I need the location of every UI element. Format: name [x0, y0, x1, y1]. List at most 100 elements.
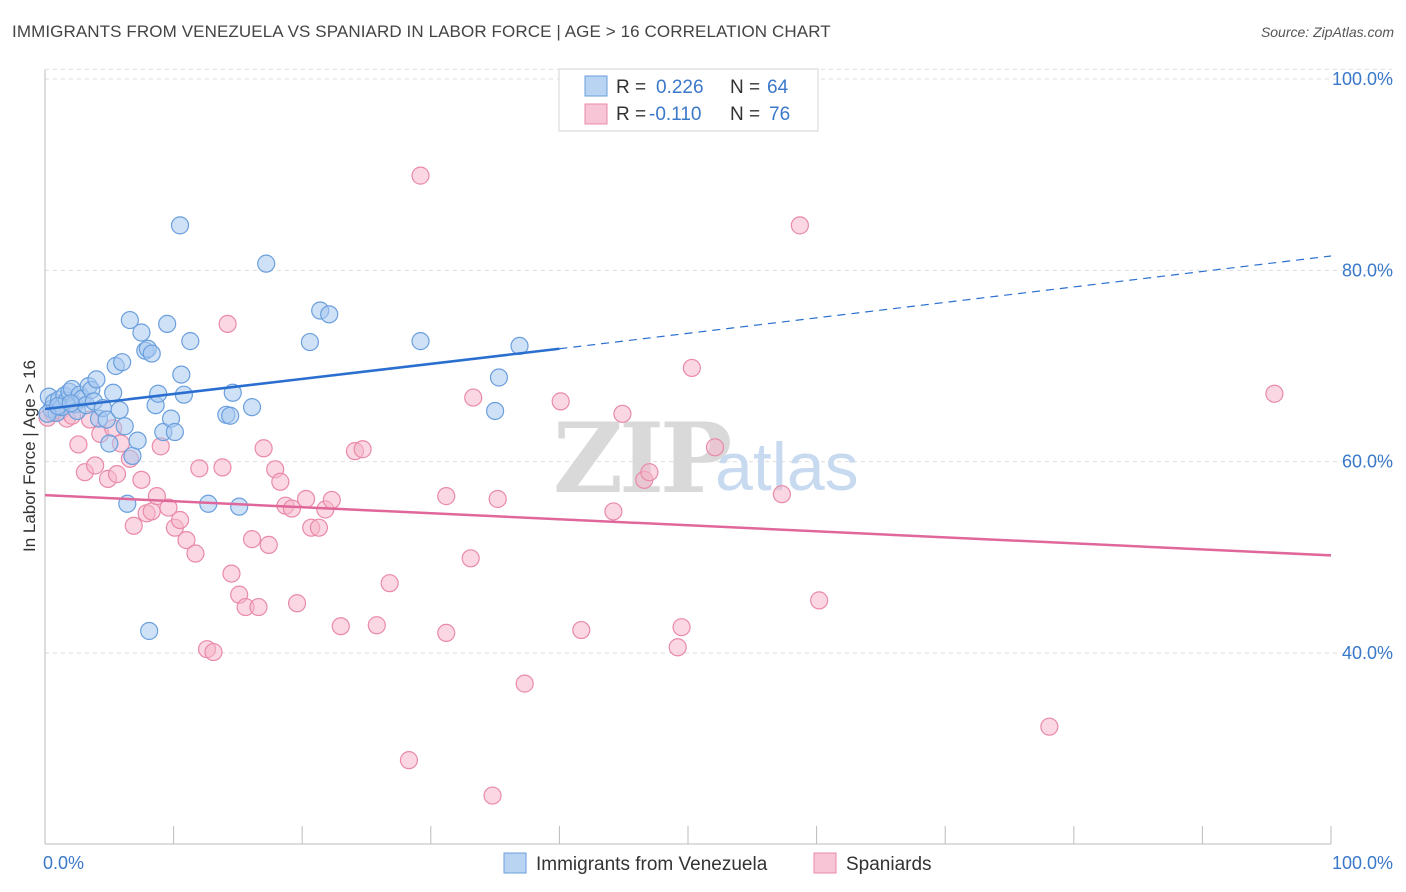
- point-spaniards: [810, 591, 829, 610]
- point-venezuela: [411, 332, 430, 351]
- legend-swatch-venezuela: [584, 75, 608, 97]
- point-spaniards: [411, 166, 430, 185]
- point-venezuela: [104, 383, 123, 402]
- point-venezuela: [486, 401, 505, 421]
- point-spaniards: [461, 549, 480, 568]
- watermark: ZIP atlas: [553, 402, 859, 515]
- point-venezuela: [230, 497, 249, 516]
- trend-line-venezuela-extension: [559, 255, 1332, 350]
- point-spaniards: [282, 499, 302, 518]
- point-venezuela: [170, 216, 190, 235]
- point-spaniards: [254, 439, 273, 458]
- point-spaniards: [309, 518, 329, 537]
- point-spaniards: [259, 535, 278, 554]
- point-spaniards: [483, 786, 502, 805]
- legend-r-label: R =: [616, 77, 646, 98]
- point-spaniards: [170, 510, 190, 530]
- point-spaniards: [464, 388, 483, 407]
- point-spaniards: [604, 502, 623, 521]
- point-spaniards: [213, 458, 232, 477]
- point-spaniards: [190, 459, 209, 478]
- point-venezuela: [300, 332, 320, 352]
- y-axis-label: In Labor Force | Age > 16: [20, 360, 39, 552]
- legend-r-value: -0.110: [649, 104, 701, 125]
- legend-n-value: 64: [767, 77, 789, 98]
- point-spaniards: [249, 597, 268, 617]
- series-venezuela-points: [38, 216, 529, 641]
- point-spaniards: [132, 470, 151, 489]
- legend-r-value: 0.226: [656, 77, 704, 98]
- trend-line-venezuela: [44, 347, 560, 411]
- trend-lines: [44, 255, 1332, 557]
- y-tick-label: 80.0%: [1342, 260, 1393, 280]
- point-spaniards: [705, 438, 725, 457]
- point-spaniards: [488, 489, 507, 509]
- point-spaniards: [613, 404, 632, 423]
- point-venezuela: [165, 422, 184, 442]
- x-tick-label: 100.0%: [1332, 853, 1393, 873]
- watermark-zip: ZIP: [553, 402, 730, 515]
- point-spaniards: [353, 440, 372, 459]
- legend-n-label: N =: [730, 104, 760, 125]
- point-spaniards: [177, 531, 196, 550]
- point-venezuela: [149, 384, 168, 403]
- point-venezuela: [142, 344, 161, 363]
- legend-n-label: N =: [730, 77, 760, 98]
- point-spaniards: [437, 623, 456, 643]
- point-venezuela: [257, 254, 276, 273]
- point-spaniards: [69, 435, 88, 454]
- point-spaniards: [107, 465, 127, 484]
- legend-r-label: R =: [616, 104, 646, 125]
- point-venezuela: [181, 332, 200, 351]
- point-spaniards: [380, 574, 399, 593]
- grid-lines: [45, 68, 1392, 654]
- point-venezuela: [172, 365, 191, 384]
- bottom-legend-swatch-venezuela: [503, 852, 527, 874]
- point-spaniards: [271, 472, 290, 491]
- point-venezuela: [113, 353, 132, 372]
- point-venezuela: [115, 417, 134, 436]
- point-spaniards: [331, 617, 350, 636]
- point-venezuela: [140, 621, 159, 641]
- point-spaniards: [242, 530, 262, 549]
- point-spaniards: [1040, 717, 1059, 736]
- point-spaniards: [640, 463, 659, 482]
- point-spaniards: [204, 642, 223, 662]
- bottom-legend-swatch-spaniards: [813, 852, 837, 874]
- chart-title: IMMIGRANTS FROM VENEZUELA VS SPANIARD IN…: [12, 22, 831, 41]
- point-spaniards: [682, 358, 701, 378]
- point-venezuela: [128, 431, 147, 450]
- point-spaniards: [222, 564, 241, 583]
- point-spaniards: [772, 485, 791, 504]
- point-spaniards: [572, 620, 591, 640]
- point-spaniards: [515, 674, 534, 693]
- point-spaniards: [124, 516, 143, 535]
- point-venezuela: [61, 394, 80, 413]
- legend: R = 0.226 N = 64 R = -0.110 N = 76: [558, 68, 819, 132]
- axes: [44, 70, 1332, 845]
- point-spaniards: [551, 392, 570, 411]
- bottom-legend: Immigrants from Venezuela Spaniards: [503, 852, 932, 875]
- bottom-legend-label-venezuela: Immigrants from Venezuela: [536, 854, 768, 875]
- y-tick-label: 40.0%: [1342, 643, 1393, 663]
- x-tick-label: 0.0%: [43, 853, 84, 873]
- point-venezuela: [110, 400, 129, 420]
- point-venezuela: [100, 434, 119, 453]
- point-venezuela: [123, 446, 142, 466]
- point-venezuela: [97, 410, 116, 429]
- y-tick-label: 100.0%: [1332, 69, 1393, 89]
- point-spaniards: [287, 594, 307, 613]
- point-spaniards: [142, 502, 161, 521]
- point-spaniards: [790, 216, 809, 235]
- point-spaniards: [159, 498, 178, 517]
- point-venezuela: [320, 305, 339, 324]
- point-spaniards: [296, 489, 316, 509]
- point-spaniards: [186, 544, 205, 563]
- tick-labels: 40.0% 60.0% 80.0% 100.0% 0.0% 100.0%: [43, 69, 1393, 873]
- point-venezuela: [132, 323, 151, 342]
- point-venezuela: [489, 368, 509, 387]
- point-spaniards: [322, 490, 341, 510]
- point-venezuela: [120, 310, 139, 330]
- point-venezuela: [158, 314, 177, 334]
- point-venezuela: [221, 406, 240, 425]
